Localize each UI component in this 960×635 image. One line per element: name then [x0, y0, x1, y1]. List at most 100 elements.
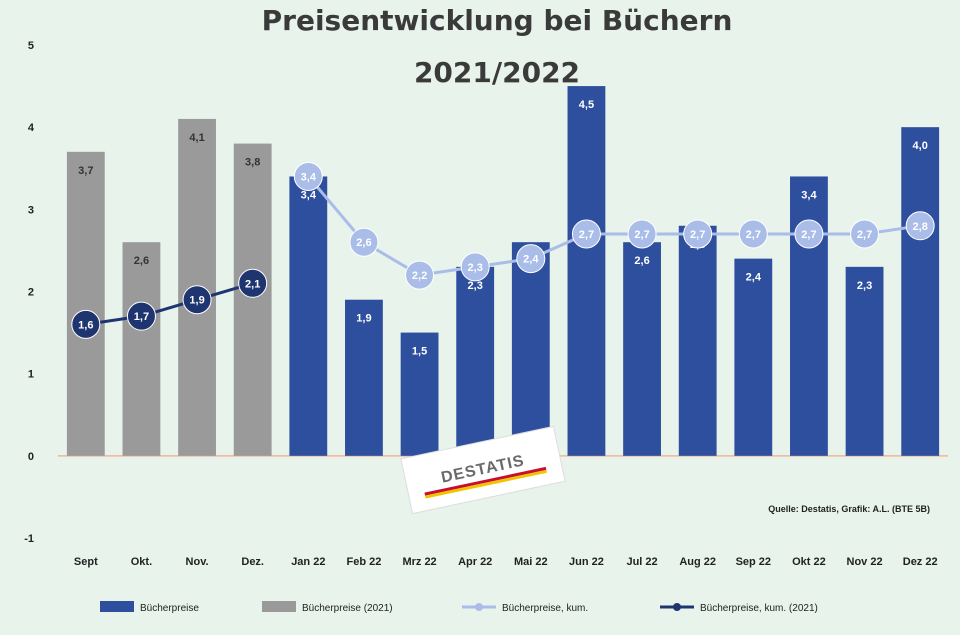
x-tick-label: Nov 22 [847, 556, 883, 568]
legend-swatch [100, 601, 134, 612]
bar [678, 225, 717, 456]
bar [567, 86, 606, 456]
x-axis: Sept Okt. Nov. Dez. Jan 22 Feb 22 Mrz 22 Apr 22… [74, 556, 938, 568]
bar [901, 127, 940, 456]
x-tick-label: Jun 22 [569, 556, 604, 568]
point-value-label: 2,6 [356, 237, 371, 249]
bar [66, 151, 105, 456]
line-point [738, 219, 768, 249]
bar-value-label: 3,7 [78, 165, 93, 177]
bar [511, 242, 550, 456]
y-tick-label: -1 [24, 533, 34, 545]
line-point [349, 227, 379, 257]
bar [345, 299, 383, 456]
line-point [182, 285, 212, 315]
bar [122, 242, 161, 456]
bars-layer: 3,4 1,9 1,5 2,3 2,6 4,5 2,6 2,8 2,4 3,4 2,3 4,0 3,7 2… [66, 86, 940, 456]
line-point [238, 268, 268, 298]
legend-marker [673, 603, 681, 611]
legend-marker [475, 603, 483, 611]
bar [790, 176, 828, 456]
legend: Bücherpreise Bücherpreise (2021) Bücherpre… [100, 601, 818, 614]
legend-label: Bücherpreise, kum. [502, 603, 588, 614]
point-value-label: 2,8 [913, 221, 928, 233]
bar-value-label: 3,8 [245, 157, 260, 169]
bar [289, 176, 328, 456]
y-tick-label: 3 [28, 204, 34, 216]
line-point [571, 219, 601, 249]
bar [233, 143, 272, 456]
line-point [850, 219, 880, 249]
line-point [126, 301, 156, 331]
series-line [85, 281, 254, 326]
source-note: Quelle: Destatis, Grafik: A.L. (BTE 5B) [768, 504, 930, 514]
bar-value-label: 4,1 [189, 132, 204, 144]
y-tick-label: 1 [28, 369, 34, 381]
x-tick-label: Nov. [186, 556, 209, 568]
line-point [627, 219, 657, 249]
legend-label: Bücherpreise [140, 603, 199, 614]
point-value-label: 2,7 [746, 229, 761, 241]
x-tick-label: Mrz 22 [402, 556, 436, 568]
x-tick-label: Dez. [241, 556, 264, 568]
x-tick-label: Aug 22 [679, 556, 716, 568]
chart-title-line-1: Preisentwicklung bei Büchern [262, 4, 733, 37]
x-tick-label: Okt 22 [792, 556, 826, 568]
bar-value-label: 4,0 [913, 140, 928, 152]
point-value-label: 2,7 [579, 229, 594, 241]
x-tick-label: Okt. [131, 556, 152, 568]
legend-label: Bücherpreise (2021) [302, 603, 393, 614]
x-tick-label: Jul 22 [626, 556, 657, 568]
point-value-label: 2,7 [801, 229, 816, 241]
x-tick-label: Sept [74, 556, 98, 568]
x-tick-label: Dez 22 [903, 556, 938, 568]
line-point [71, 309, 101, 339]
bar-value-label: 2,4 [746, 272, 762, 284]
bar-value-label: 1,5 [412, 346, 427, 358]
legend-swatch [262, 601, 296, 612]
line-point [905, 211, 935, 241]
line-point [293, 161, 323, 191]
point-value-label: 1,9 [189, 295, 204, 307]
point-value-label: 2,4 [523, 254, 539, 266]
point-value-label: 2,1 [245, 278, 260, 290]
y-tick-label: 2 [28, 287, 34, 299]
point-value-label: 2,7 [634, 229, 649, 241]
chart-title-line-2: 2021/2022 [414, 56, 580, 89]
bar-value-label: 1,9 [356, 313, 371, 325]
line-point [794, 219, 824, 249]
series-line [307, 175, 921, 277]
point-value-label: 1,7 [134, 311, 149, 323]
bar-value-label: 2,6 [634, 255, 649, 267]
x-tick-label: Apr 22 [458, 556, 492, 568]
point-value-label: 2,2 [412, 270, 427, 282]
legend-label: Bücherpreise, kum. (2021) [700, 603, 818, 614]
bar-value-label: 2,3 [468, 280, 483, 292]
bar-value-label: 3,4 [301, 189, 317, 201]
y-axis: -1 0 1 2 3 4 5 [24, 40, 35, 545]
line-point [516, 244, 546, 274]
line-point [683, 219, 713, 249]
bar [456, 266, 495, 456]
y-tick-label: 0 [28, 451, 34, 463]
x-tick-label: Feb 22 [347, 556, 382, 568]
bar-value-label: 4,5 [579, 99, 594, 111]
point-value-label: 3,4 [301, 171, 317, 183]
lines-layer: 3,4 2,6 2,2 2,3 2,4 2,7 2,7 2,7 2,7 2,7 2,7 2,8 1,6 1… [71, 161, 935, 339]
point-value-label: 1,6 [78, 319, 93, 331]
bar [400, 332, 439, 456]
line-point [460, 252, 490, 282]
line-point [405, 260, 435, 290]
bar-value-label: 3,4 [801, 189, 817, 201]
y-tick-label: 4 [28, 122, 35, 134]
bar [734, 258, 773, 456]
y-tick-label: 5 [28, 40, 34, 52]
destatis-logo: DESTATIS [400, 425, 566, 515]
bar [845, 266, 884, 456]
x-tick-label: Sep 22 [736, 556, 771, 568]
point-value-label: 2,7 [690, 229, 705, 241]
point-value-label: 2,3 [468, 262, 483, 274]
x-tick-label: Jan 22 [291, 556, 325, 568]
